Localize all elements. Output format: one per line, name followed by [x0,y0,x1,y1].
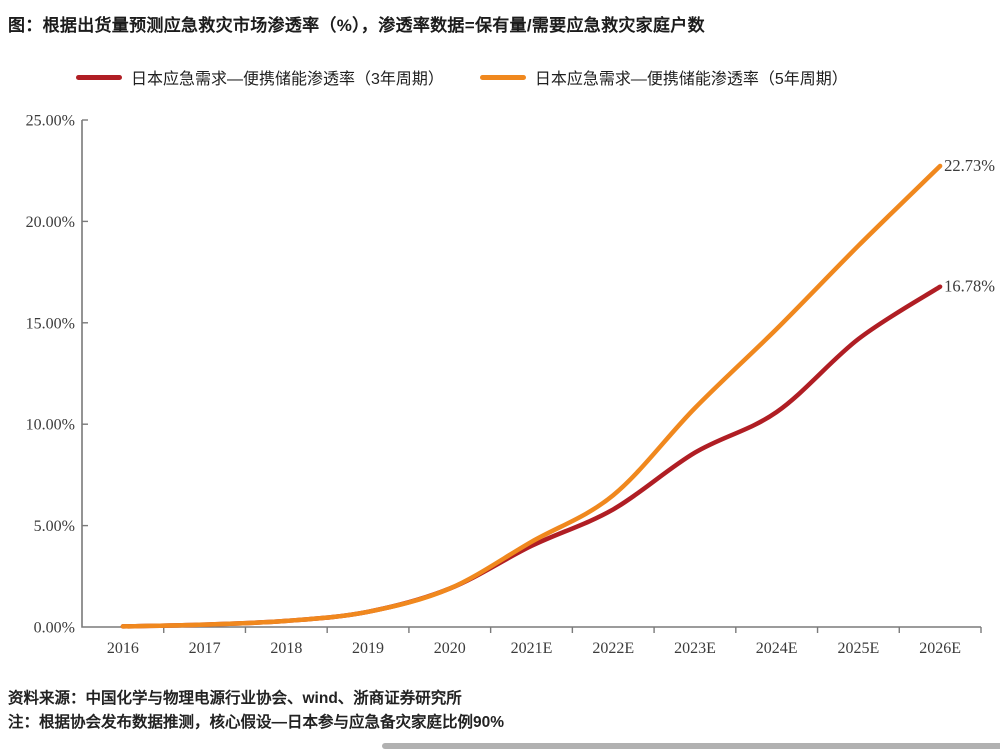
end-value-label-1: 22.73% [944,156,995,175]
x-tick-label: 2023E [674,640,716,657]
legend-label-3yr: 日本应急需求—便携储能渗透率（3年周期） [131,71,444,88]
partial-bottom-strip [382,743,1000,749]
series-line-1 [120,163,943,629]
y-tick-label: 0.00% [34,620,75,637]
legend-label-5yr: 日本应急需求—便携储能渗透率（5年周期） [534,71,848,88]
y-tick-label: 15.00% [26,315,75,332]
legend-item-5yr: 日本应急需求—便携储能渗透率（5年周期） [479,65,848,89]
x-tick-label: 2026E [919,640,961,657]
x-tick-label: 2020 [434,640,466,657]
source-line: 资料来源：中国化学与物理电源行业协会、wind、浙商证券研究所 [8,690,462,707]
series-line-0 [120,284,943,629]
x-tick-label: 2018 [270,640,302,657]
legend: 日本应急需求—便携储能渗透率（3年周期） 日本应急需求—便携储能渗透率（5年周期… [76,65,848,89]
y-tick-label: 10.00% [26,417,75,434]
end-value-label-0: 16.78% [944,277,995,296]
x-tick-label: 2021E [511,640,553,657]
y-tick-label: 20.00% [26,214,75,231]
chart-title: 图：根据出货量预测应急救灾市场渗透率（%），渗透率数据=保有量/需要应急救灾家庭… [8,16,705,35]
x-tick-label: 2019 [352,640,384,657]
axis-lines [81,120,981,628]
legend-item-3yr: 日本应急需求—便携储能渗透率（3年周期） [76,65,444,89]
x-tick-label: 2025E [838,640,880,657]
x-tick-label: 2017 [189,640,221,657]
note-line: 注：根据协会发布数据推测，核心假设—日本参与应急备灾家庭比例90% [8,714,505,731]
footer: 资料来源：中国化学与物理电源行业协会、wind、浙商证券研究所 注：根据协会发布… [8,687,504,735]
y-tick-label: 5.00% [34,518,75,535]
x-tick-label: 2024E [756,640,798,657]
x-tick-label: 2016 [107,640,139,657]
legend-swatch-5yr-line [479,74,526,80]
legend-swatch-3yr-line [76,74,122,80]
x-tick-label: 2022E [592,640,634,657]
y-tick-label: 25.00% [26,113,75,130]
